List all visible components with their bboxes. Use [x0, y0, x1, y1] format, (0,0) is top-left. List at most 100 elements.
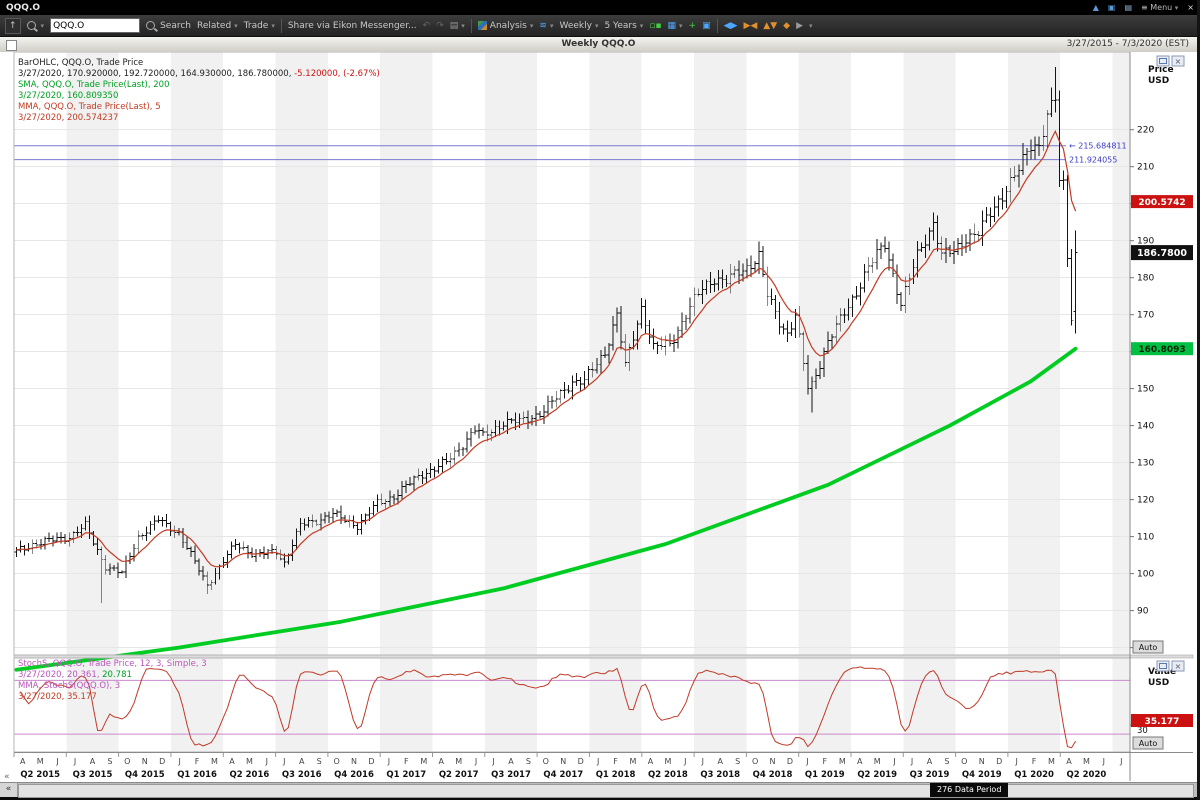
interval-label: Weekly [559, 20, 592, 31]
svg-text:Q4 2015: Q4 2015 [125, 770, 165, 780]
related-menu[interactable]: Related ▾ [197, 21, 238, 31]
chevron-down-icon: ▾ [549, 21, 554, 30]
chevron-down-icon: ▾ [461, 21, 465, 30]
symbol-search-dropdown[interactable]: ▾ [26, 21, 44, 30]
svg-text:110: 110 [1137, 533, 1154, 543]
svg-text:Q3 2017: Q3 2017 [491, 770, 531, 780]
svg-text:M: M [211, 757, 218, 766]
analysis-label: Analysis [489, 20, 527, 31]
horizontal-annotation-line[interactable]: ← 215.684811 [14, 142, 1127, 151]
stoch-axis-auto-button[interactable]: Auto [1132, 736, 1164, 750]
trade-menu[interactable]: Trade ▾ [244, 21, 275, 31]
svg-text:220: 220 [1137, 126, 1154, 136]
scroll-chart-left-icon[interactable]: ◀▶ [723, 20, 738, 31]
titlebar-menu[interactable]: ≡ Menu ▾ [1141, 3, 1178, 12]
svg-text:A: A [717, 757, 723, 766]
chevron-down-icon[interactable]: ▾ [808, 21, 813, 30]
svg-text:190: 190 [1137, 237, 1154, 247]
indicators-icon[interactable]: ≋ ▾ [539, 20, 554, 31]
candlestick-style-icon[interactable]: ▫▪ [649, 20, 662, 31]
svg-text:S: S [526, 757, 531, 766]
price-panel-close-icon[interactable]: × [1171, 55, 1185, 67]
svg-text:130: 130 [1137, 459, 1154, 469]
svg-text:J: J [387, 757, 390, 766]
svg-text:O: O [961, 757, 967, 766]
svg-text:Q2 2015: Q2 2015 [20, 770, 60, 780]
nav-up-button[interactable]: ↑ [5, 17, 21, 34]
window-titlebar: QQQ.O ▲ ▣ ▤ ≡ Menu ▾ × [0, 0, 1200, 15]
stoch-panel-close-icon[interactable]: × [1171, 660, 1185, 672]
sma200-line[interactable] [14, 346, 1078, 672]
svg-text:A: A [20, 757, 26, 766]
price-panel-maximize-icon[interactable] [1156, 55, 1170, 67]
collapse-timeline-icon[interactable]: « [4, 772, 10, 782]
svg-text:S: S [317, 757, 322, 766]
svg-text:Q1 2017: Q1 2017 [386, 770, 426, 780]
stoch-panel-maximize-icon[interactable] [1156, 660, 1170, 672]
quarter-axis-labels: Q2 2015 Q3 2015 Q4 2015 Q1 2016 Q2 2016 Q3 20… [13, 753, 1106, 780]
stochastic-line[interactable] [20, 666, 1077, 749]
window-pane-icon[interactable]: ▣ [702, 20, 711, 31]
hourglass-icon[interactable]: ◆ [783, 20, 791, 31]
symbol-input[interactable] [50, 18, 141, 33]
cursor-select-icon[interactable]: ▶ [796, 20, 803, 31]
header-box-icon[interactable] [6, 40, 17, 51]
chevron-down-icon: ▾ [271, 21, 275, 30]
scroll-left-icon[interactable]: « [0, 783, 18, 797]
svg-text:A: A [927, 757, 933, 766]
titlebar-up-icon[interactable]: ▲ [1092, 3, 1099, 12]
price-axis-auto-button[interactable]: Auto [1132, 640, 1164, 654]
svg-text:J: J [910, 757, 913, 766]
chart-canvas[interactable]: ← 215.684811211.924055220210200190180170… [0, 52, 1197, 782]
jump-to-end-icon[interactable]: ▶◀ [743, 20, 758, 31]
related-label: Related [196, 20, 232, 31]
bottom-scrollbar[interactable]: « 276 Data Period [0, 782, 1197, 798]
svg-text:J: J [178, 757, 181, 766]
forward-icon[interactable]: ↷ [436, 20, 444, 31]
svg-text:M: M [630, 757, 637, 766]
svg-text:J: J [596, 757, 599, 766]
stoch-value-tag: 35.177 [1131, 714, 1193, 727]
svg-text:Q3 2016: Q3 2016 [282, 770, 322, 780]
titlebar-grid-icon[interactable]: ▤ [1124, 3, 1133, 12]
mma5-line[interactable] [16, 129, 1077, 568]
ohlc-bars[interactable] [14, 66, 1078, 604]
svg-text:A: A [508, 757, 514, 766]
svg-text:J: J [892, 757, 895, 766]
stoch-axis-title: Value [1148, 667, 1176, 677]
svg-text:100: 100 [1137, 570, 1154, 580]
svg-text:M: M [455, 757, 462, 766]
svg-text:Auto: Auto [1139, 643, 1158, 652]
chart-date-range: 3/27/2015 - 7/3/2020 (EST) [1066, 39, 1189, 49]
search-button[interactable]: Search [146, 21, 191, 31]
titlebar-close-icon[interactable]: × [1187, 3, 1194, 12]
titlebar-window-icon[interactable]: ▣ [1107, 3, 1116, 12]
menu-label: Menu [1150, 3, 1173, 12]
grid-layout-icon[interactable]: ▦ ▾ [667, 20, 683, 31]
analysis-menu[interactable]: Analysis ▾ [477, 20, 533, 31]
horizontal-annotation-line[interactable]: 211.924055 [14, 156, 1117, 165]
svg-text:Q4 2016: Q4 2016 [334, 770, 374, 780]
expand-vertical-icon[interactable]: ▲▼ [763, 20, 778, 31]
chart-title: Weekly QQQ.O [561, 39, 636, 49]
scrollbar-thumb[interactable] [18, 784, 1194, 798]
svg-text:Q2 2017: Q2 2017 [439, 770, 479, 780]
svg-text:J: J [1119, 757, 1122, 766]
layouts-folder-icon[interactable]: ▤ ▾ [449, 20, 465, 31]
svg-text:USD: USD [1148, 76, 1169, 86]
chevron-down-icon: ▾ [594, 21, 599, 30]
share-messenger-button[interactable]: Share via Eikon Messenger... [288, 21, 417, 31]
svg-text:D: D [787, 757, 793, 766]
search-icon [26, 21, 36, 30]
svg-text:Q4 2019: Q4 2019 [962, 770, 1002, 780]
svg-text:O: O [124, 757, 130, 766]
interval-select[interactable]: Weekly ▾ [559, 21, 598, 31]
back-icon[interactable]: ↶ [422, 20, 431, 31]
range-select[interactable]: 5 Years ▾ [604, 21, 643, 31]
svg-text:F: F [613, 757, 618, 766]
price-tag: 186.7800 [1131, 245, 1193, 261]
svg-text:Q2 2018: Q2 2018 [648, 770, 688, 780]
add-chart-icon[interactable]: + [688, 20, 697, 31]
svg-text:← 215.684811: ← 215.684811 [1069, 142, 1127, 151]
